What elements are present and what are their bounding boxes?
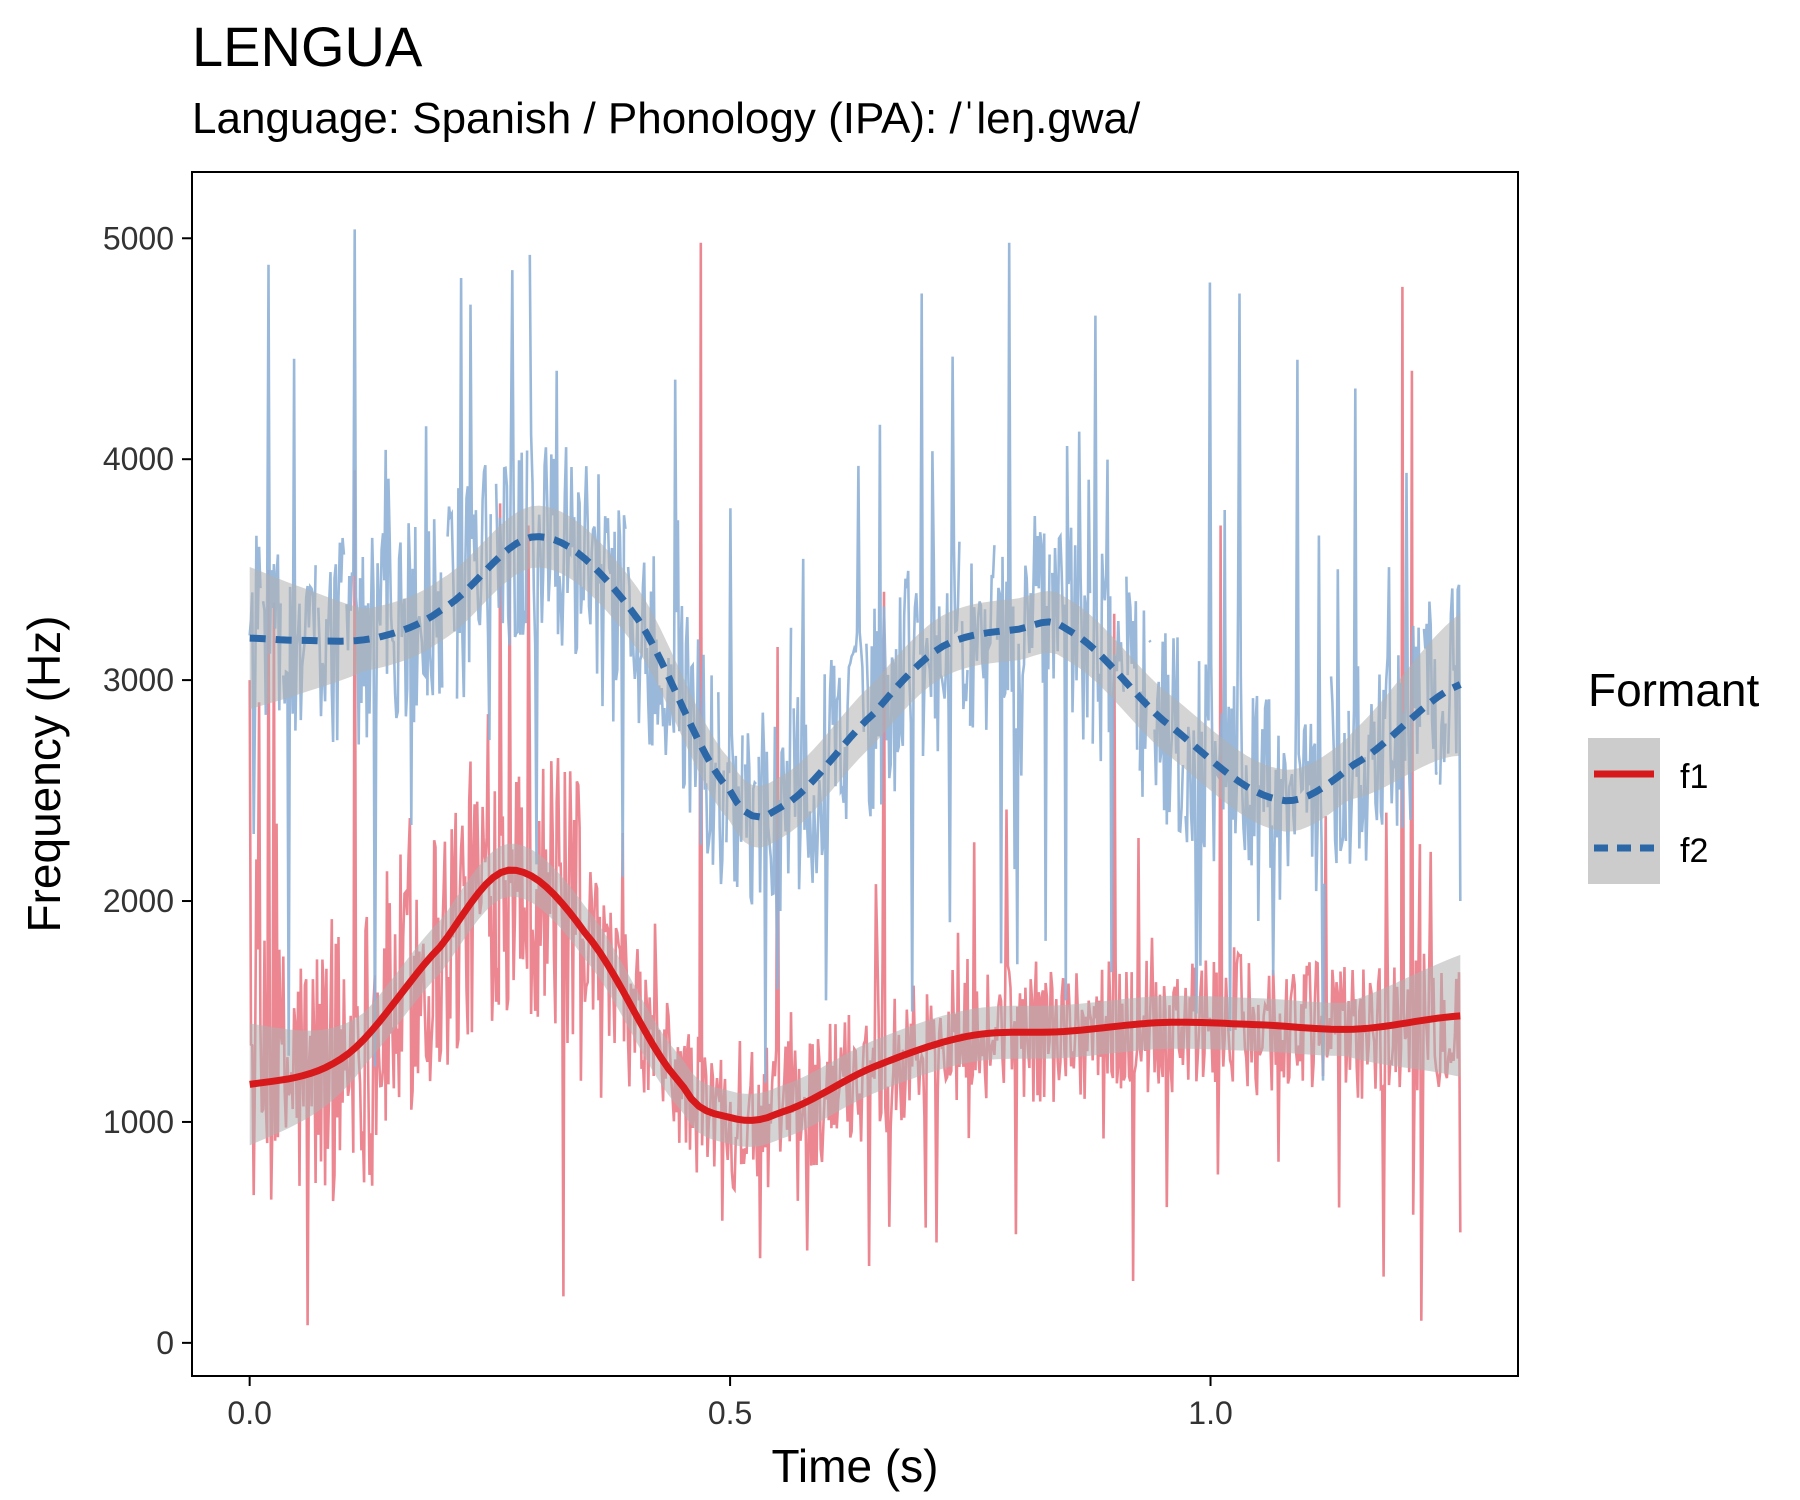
smooth-line-f1 (249, 866, 1461, 1124)
confidence-bands (249, 505, 1461, 1147)
smooth-lines (249, 533, 1462, 1124)
smooth-line-f2 (249, 533, 1462, 821)
y-axis-label: Frequency (Hz) (18, 616, 70, 933)
y-tick-label: 0 (156, 1325, 174, 1361)
chart-title: LENGUA (192, 15, 423, 78)
plot-panel-border (191, 171, 1519, 1377)
legend-key-background (1588, 738, 1660, 884)
legend-title: Formant (1588, 664, 1759, 716)
axes: 0.0 0.5 1.0 0 1000 2000 3000 4000 5000 (103, 220, 1233, 1431)
legend-label-f2: f2 (1680, 832, 1708, 870)
y-tick-label: 3000 (103, 662, 174, 698)
y-tick-label: 5000 (103, 220, 174, 256)
x-tick-label: 0.0 (227, 1395, 271, 1431)
legend-label-f1: f1 (1680, 758, 1708, 796)
legend: Formant f1 f2 (1588, 664, 1759, 884)
x-tick-label: 0.5 (708, 1395, 752, 1431)
ci-band-f1 (249, 843, 1461, 1147)
y-tick-label: 2000 (103, 883, 174, 919)
x-tick-label: 1.0 (1188, 1395, 1232, 1431)
y-tick-label: 4000 (103, 441, 174, 477)
chart-subtitle: Language: Spanish / Phonology (IPA): /ˈl… (192, 94, 1141, 143)
x-axis-label: Time (s) (772, 1440, 939, 1492)
y-tick-label: 1000 (103, 1104, 174, 1140)
